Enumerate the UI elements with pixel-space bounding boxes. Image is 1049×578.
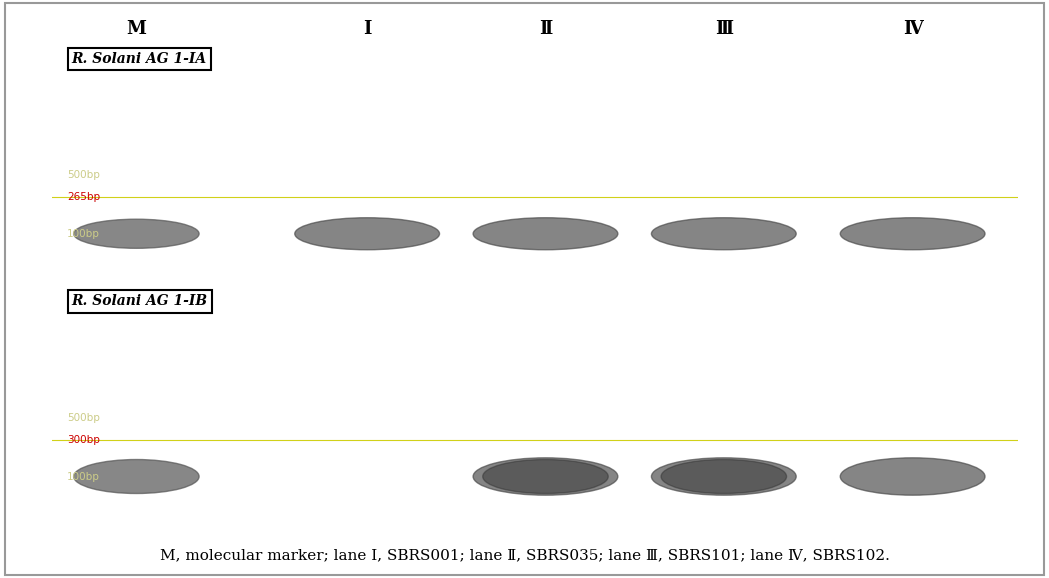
Text: Ⅲ: Ⅲ <box>714 20 733 38</box>
FancyArrow shape <box>657 194 791 201</box>
FancyArrow shape <box>88 385 185 388</box>
Ellipse shape <box>473 218 618 250</box>
FancyArrow shape <box>88 203 185 206</box>
FancyArrow shape <box>88 147 185 150</box>
FancyArrow shape <box>88 312 185 316</box>
FancyArrow shape <box>88 111 185 114</box>
FancyArrow shape <box>88 361 185 364</box>
FancyArrow shape <box>88 324 185 328</box>
Text: R. Solani AG 1-IB: R. Solani AG 1-IB <box>71 294 208 309</box>
Text: M, molecular marker; lane Ⅰ, SBRS001; lane Ⅱ, SBRS035; lane Ⅲ, SBRS101; lane Ⅳ, : M, molecular marker; lane Ⅰ, SBRS001; la… <box>159 548 890 562</box>
Ellipse shape <box>840 458 985 495</box>
FancyArrow shape <box>88 123 185 126</box>
Text: 100bp: 100bp <box>67 229 100 239</box>
Ellipse shape <box>483 460 608 494</box>
FancyArrow shape <box>478 437 613 443</box>
FancyArrow shape <box>88 349 185 352</box>
Text: Ⅱ: Ⅱ <box>539 20 552 38</box>
Text: M: M <box>126 20 147 38</box>
FancyArrow shape <box>88 218 185 221</box>
Text: R. Solani AG 1-IA: R. Solani AG 1-IA <box>71 51 207 66</box>
FancyArrow shape <box>88 62 185 65</box>
Text: 100bp: 100bp <box>67 472 100 481</box>
FancyArrow shape <box>88 397 185 401</box>
FancyArrow shape <box>88 186 185 189</box>
FancyArrow shape <box>88 336 185 340</box>
Ellipse shape <box>73 219 199 249</box>
Ellipse shape <box>473 458 618 495</box>
FancyArrow shape <box>88 373 185 376</box>
Text: Ⅰ: Ⅰ <box>363 20 371 38</box>
FancyArrow shape <box>88 300 185 303</box>
Ellipse shape <box>73 460 199 494</box>
FancyArrow shape <box>88 465 185 468</box>
Text: 500bp: 500bp <box>67 413 100 423</box>
FancyArrow shape <box>88 160 185 162</box>
FancyArrow shape <box>88 174 185 177</box>
Ellipse shape <box>840 218 985 250</box>
Ellipse shape <box>661 460 787 494</box>
FancyArrow shape <box>845 437 980 443</box>
Ellipse shape <box>651 458 796 495</box>
Ellipse shape <box>295 218 440 250</box>
FancyArrow shape <box>88 227 185 231</box>
FancyArrow shape <box>88 446 185 449</box>
FancyArrow shape <box>300 194 434 201</box>
FancyArrow shape <box>88 135 185 138</box>
FancyArrow shape <box>88 427 185 429</box>
Text: 500bp: 500bp <box>67 171 100 180</box>
FancyArrow shape <box>88 87 185 90</box>
FancyArrow shape <box>88 409 185 413</box>
Text: 300bp: 300bp <box>67 435 100 445</box>
Text: 265bp: 265bp <box>67 192 100 202</box>
Text: Ⅳ: Ⅳ <box>903 20 922 38</box>
FancyArrow shape <box>88 99 185 102</box>
FancyArrow shape <box>88 75 185 77</box>
Ellipse shape <box>651 218 796 250</box>
